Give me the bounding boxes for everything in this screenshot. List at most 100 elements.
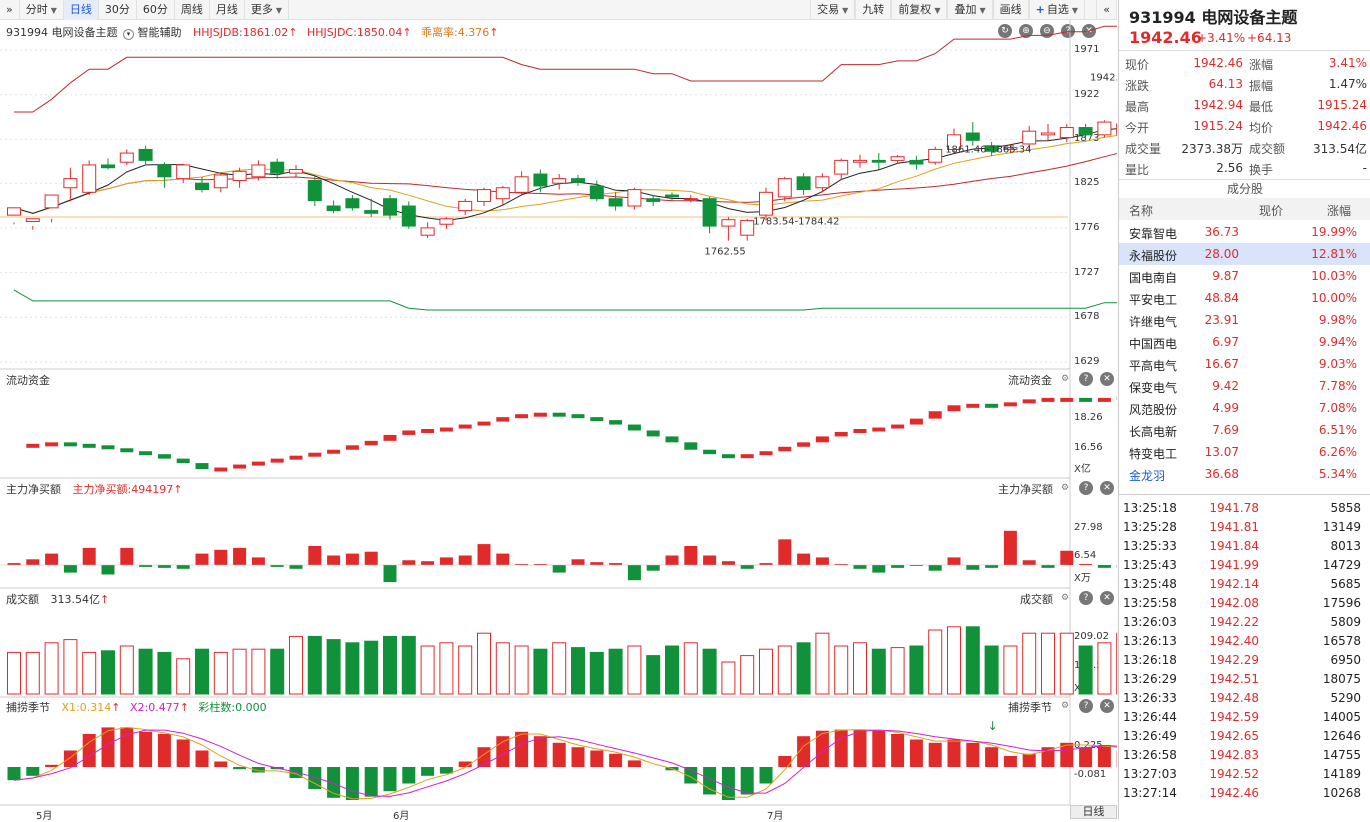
tick-time: 13:26:29 bbox=[1123, 672, 1177, 686]
net-bar bbox=[1079, 564, 1092, 565]
net-bar bbox=[233, 548, 246, 565]
season-bar bbox=[966, 743, 979, 767]
quote-label: 量比 bbox=[1125, 161, 1149, 178]
volume-bar bbox=[402, 636, 415, 694]
net-bar bbox=[1060, 551, 1073, 565]
season-bar bbox=[778, 756, 791, 767]
constituent-pct: 7.08% bbox=[1319, 401, 1357, 415]
candle-body bbox=[196, 183, 209, 189]
tool-button-2[interactable]: 前复权▼ bbox=[891, 0, 947, 20]
flow-bar bbox=[83, 444, 96, 448]
tab-4[interactable]: 周线 bbox=[175, 0, 210, 20]
flow-bar bbox=[26, 444, 39, 448]
period-indicator[interactable]: 日线 bbox=[1070, 805, 1117, 819]
tab-2[interactable]: 30分 bbox=[99, 0, 137, 20]
constituent-pct: 6.26% bbox=[1319, 445, 1357, 459]
tool-button-3[interactable]: 叠加▼ bbox=[947, 0, 992, 20]
tick-price: 1942.52 bbox=[1209, 767, 1259, 781]
panel-collapse-icon[interactable]: « bbox=[1096, 0, 1117, 20]
candle-body bbox=[1060, 128, 1073, 138]
tool-button-1[interactable]: 九转 bbox=[855, 0, 891, 20]
net-bar bbox=[120, 548, 133, 565]
flow-bar bbox=[1060, 398, 1073, 402]
tick-price: 1942.48 bbox=[1209, 691, 1259, 705]
candle-body bbox=[854, 160, 867, 162]
tool-buttons: 交易▼九转前复权▼叠加▼画线+自选▼ bbox=[810, 0, 1085, 20]
candle-body bbox=[553, 179, 566, 184]
net-bar bbox=[45, 554, 58, 565]
tool-button-5[interactable]: +自选▼ bbox=[1029, 0, 1085, 20]
quote-value: 1942.94 bbox=[1193, 98, 1243, 112]
tool-button-0[interactable]: 交易▼ bbox=[810, 0, 855, 20]
tick-time: 13:27:03 bbox=[1123, 767, 1177, 781]
volume-bar bbox=[816, 633, 829, 694]
net-bar bbox=[816, 557, 829, 565]
tab-0[interactable]: 分时▼ bbox=[20, 0, 64, 20]
tick-time: 13:26:33 bbox=[1123, 691, 1177, 705]
net-bar bbox=[64, 565, 77, 573]
flow-bar bbox=[628, 425, 641, 431]
flow-bar bbox=[252, 462, 265, 466]
expand-icon[interactable]: » bbox=[0, 0, 20, 20]
tick-volume: 10268 bbox=[1323, 786, 1361, 800]
season-bar bbox=[365, 767, 378, 797]
season-bar bbox=[139, 732, 152, 767]
tab-6[interactable]: 更多▼ bbox=[245, 0, 289, 20]
tab-label: 60分 bbox=[143, 3, 168, 16]
tool-button-4[interactable]: 画线 bbox=[993, 0, 1029, 20]
tick-price: 1942.51 bbox=[1209, 672, 1259, 686]
net-bar bbox=[102, 565, 115, 575]
volume-bar bbox=[741, 656, 754, 694]
header-price[interactable]: 现价 bbox=[1259, 202, 1283, 219]
volume-bar bbox=[102, 651, 115, 694]
flow-bar bbox=[966, 404, 979, 408]
tab-label: 30分 bbox=[105, 3, 130, 16]
volume-bar bbox=[684, 643, 697, 694]
net-bar bbox=[384, 565, 397, 582]
quote-value: 1.47% bbox=[1329, 77, 1367, 91]
flow-bar bbox=[102, 445, 115, 449]
net-bar bbox=[778, 539, 791, 565]
tab-3[interactable]: 60分 bbox=[137, 0, 175, 20]
tick-time: 13:25:43 bbox=[1123, 558, 1177, 572]
tab-1[interactable]: 日线 bbox=[64, 0, 99, 20]
net-bar bbox=[741, 565, 754, 569]
candle-body bbox=[515, 177, 528, 193]
kline-chart[interactable]: 1942.941892.10-1915.241762.551783.54-178… bbox=[0, 20, 1117, 819]
flow-bar bbox=[1098, 398, 1111, 402]
header-pct[interactable]: 涨幅 bbox=[1327, 202, 1351, 219]
tick-price: 1942.29 bbox=[1209, 653, 1259, 667]
season-bar bbox=[985, 747, 998, 767]
tick-time: 13:26:03 bbox=[1123, 615, 1177, 629]
tick-volume: 14189 bbox=[1323, 767, 1361, 781]
tick-price: 1942.83 bbox=[1209, 748, 1259, 762]
header-name[interactable]: 名称 bbox=[1129, 202, 1153, 219]
flow-bar bbox=[233, 465, 246, 469]
tab-5[interactable]: 月线 bbox=[210, 0, 245, 20]
net-bar bbox=[572, 559, 585, 565]
candle-body bbox=[459, 201, 472, 210]
constituent-price: 36.73 bbox=[1205, 225, 1239, 239]
volume-bar bbox=[929, 630, 942, 694]
tick-time: 13:26:44 bbox=[1123, 710, 1177, 724]
candle-body bbox=[252, 165, 265, 177]
volume-bar bbox=[83, 652, 96, 694]
net-bar bbox=[214, 550, 227, 565]
net-bar bbox=[271, 565, 284, 567]
net-bar bbox=[1023, 560, 1036, 565]
season-bar bbox=[590, 751, 603, 768]
candle-body bbox=[120, 153, 133, 162]
